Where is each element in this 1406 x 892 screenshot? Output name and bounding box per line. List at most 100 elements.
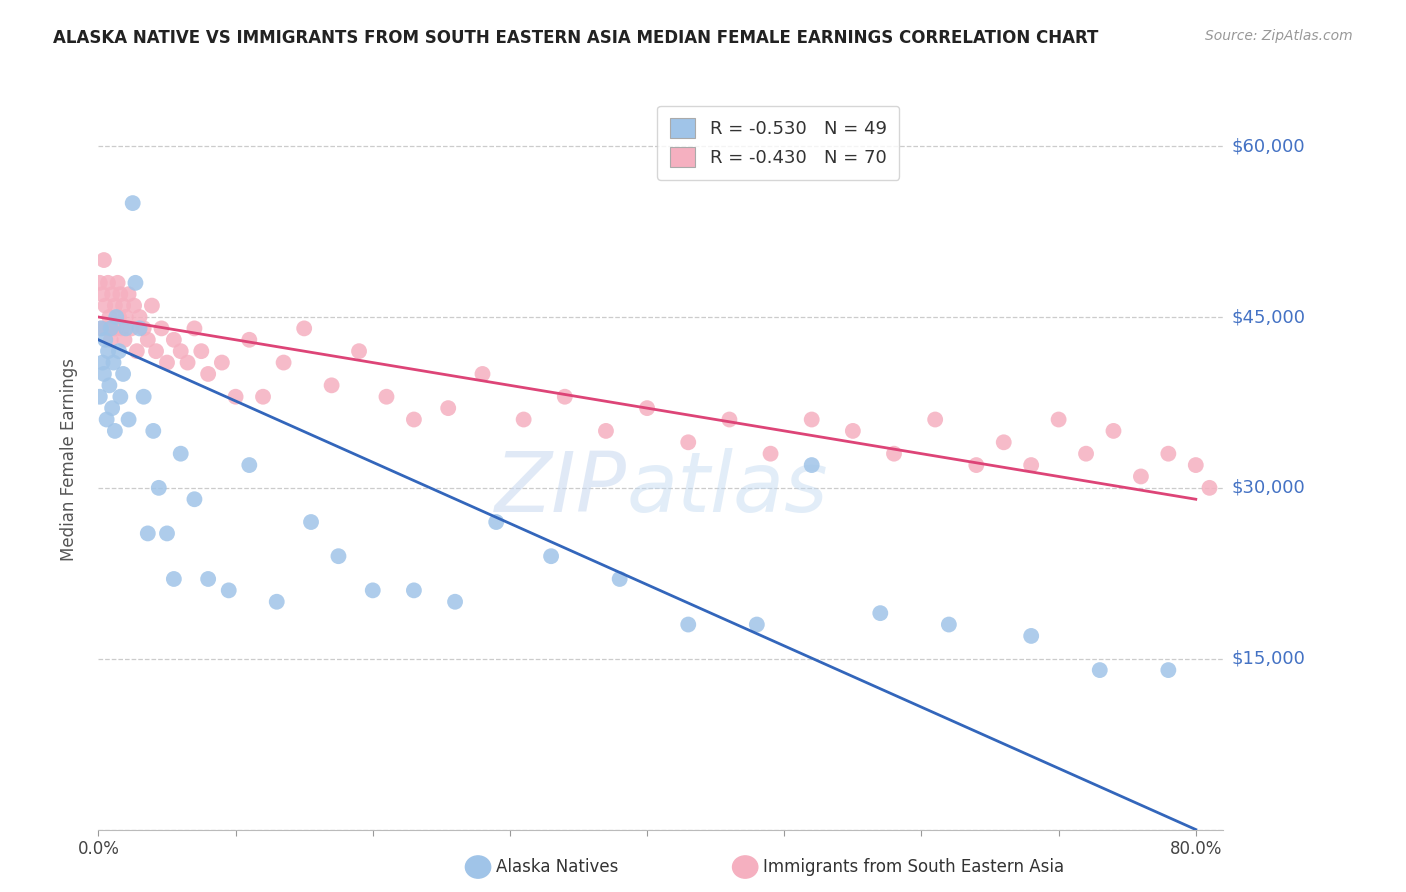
Point — [485, 515, 508, 529]
Point — [800, 458, 823, 472]
Text: Alaska Natives: Alaska Natives — [496, 858, 619, 876]
Point — [1047, 412, 1070, 426]
Point — [142, 424, 165, 438]
Point — [347, 344, 370, 359]
Point — [117, 287, 139, 301]
Point — [107, 276, 129, 290]
Point — [128, 310, 150, 324]
Point — [112, 299, 135, 313]
Point — [100, 321, 122, 335]
Text: $15,000: $15,000 — [1232, 649, 1305, 668]
Point — [112, 367, 135, 381]
Point — [136, 526, 159, 541]
Point — [94, 299, 117, 313]
Point — [718, 412, 741, 426]
Point — [1088, 663, 1111, 677]
Point — [101, 401, 124, 416]
Point — [183, 492, 205, 507]
Point — [163, 333, 186, 347]
Point — [678, 617, 700, 632]
Point — [148, 481, 170, 495]
Point — [218, 583, 240, 598]
Point — [141, 299, 163, 313]
Point — [93, 253, 115, 268]
Point — [108, 310, 131, 324]
Point — [100, 333, 122, 347]
Point — [883, 447, 905, 461]
Point — [183, 321, 205, 335]
Point — [745, 617, 768, 632]
Point — [170, 344, 193, 359]
Point — [132, 390, 155, 404]
Point — [115, 321, 138, 335]
Point — [122, 299, 145, 313]
Point — [117, 412, 139, 426]
Point — [114, 333, 136, 347]
Point — [402, 412, 425, 426]
Point — [150, 321, 173, 335]
Point — [93, 367, 115, 381]
Point — [94, 333, 117, 347]
Point — [121, 196, 143, 211]
Point — [104, 299, 127, 313]
Y-axis label: Median Female Earnings: Median Female Earnings — [59, 358, 77, 561]
Point — [292, 321, 315, 335]
Point — [361, 583, 384, 598]
Point — [1184, 458, 1206, 472]
Point — [98, 378, 121, 392]
Point — [136, 333, 159, 347]
Point — [402, 583, 425, 598]
Point — [110, 287, 132, 301]
Point — [98, 310, 121, 324]
Text: Source: ZipAtlas.com: Source: ZipAtlas.com — [1205, 29, 1353, 43]
Point — [115, 310, 138, 324]
Point — [90, 321, 112, 335]
Text: $45,000: $45,000 — [1232, 308, 1306, 326]
Point — [156, 355, 179, 369]
Point — [90, 321, 112, 335]
Point — [156, 526, 179, 541]
Point — [238, 333, 260, 347]
Point — [128, 321, 150, 335]
Point — [1102, 424, 1125, 438]
Point — [163, 572, 186, 586]
Point — [965, 458, 987, 472]
Point — [101, 287, 124, 301]
Point — [97, 344, 120, 359]
Text: $30,000: $30,000 — [1232, 479, 1305, 497]
Point — [444, 595, 467, 609]
Text: ZIP: ZIP — [495, 449, 627, 530]
Point — [124, 276, 146, 290]
Text: Immigrants from South Eastern Asia: Immigrants from South Eastern Asia — [763, 858, 1064, 876]
Point — [238, 458, 260, 472]
Point — [375, 390, 398, 404]
Point — [145, 344, 167, 359]
Point — [132, 321, 155, 335]
Point — [197, 367, 219, 381]
Text: ALASKA NATIVE VS IMMIGRANTS FROM SOUTH EASTERN ASIA MEDIAN FEMALE EARNINGS CORRE: ALASKA NATIVE VS IMMIGRANTS FROM SOUTH E… — [53, 29, 1099, 46]
Point — [636, 401, 658, 416]
Point — [554, 390, 576, 404]
Point — [512, 412, 534, 426]
Point — [266, 595, 288, 609]
Point — [1198, 481, 1220, 495]
Point — [96, 321, 118, 335]
Point — [609, 572, 631, 586]
Point — [437, 401, 460, 416]
Text: $60,000: $60,000 — [1232, 137, 1305, 155]
Point — [211, 355, 233, 369]
Point — [328, 549, 350, 564]
Point — [595, 424, 617, 438]
Point — [924, 412, 946, 426]
Point — [321, 378, 343, 392]
Point — [190, 344, 212, 359]
Point — [299, 515, 322, 529]
Point — [1019, 629, 1042, 643]
Point — [91, 355, 114, 369]
Point — [678, 435, 700, 450]
Point — [540, 549, 562, 564]
Point — [125, 344, 148, 359]
Point — [110, 390, 132, 404]
Point — [1157, 663, 1180, 677]
Point — [104, 424, 127, 438]
